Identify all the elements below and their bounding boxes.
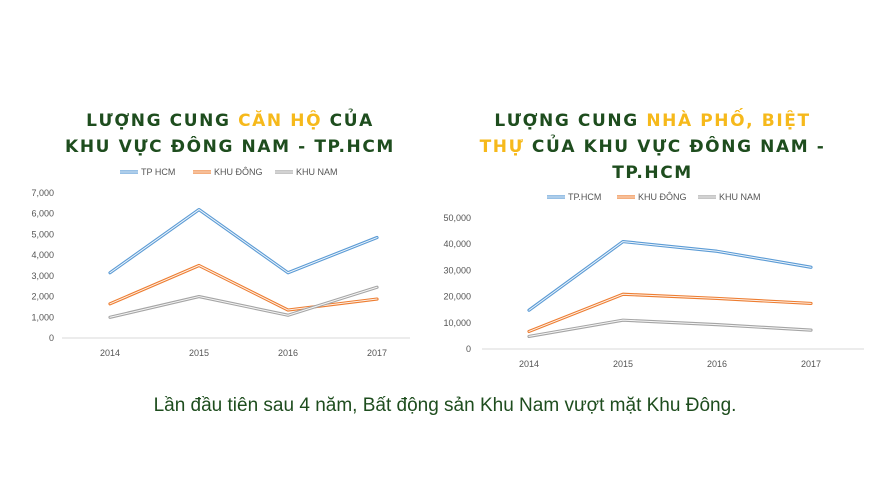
chart1-title-part1: LƯỢNG CUNG <box>86 111 239 131</box>
chart2-legend-label: KHU ĐÔNG <box>638 192 687 202</box>
chart1-legend-label: KHU NAM <box>296 167 338 177</box>
chart1-x-tick-label: 2015 <box>189 348 209 358</box>
chart2-y-tick-label: 30,000 <box>443 265 471 275</box>
chart2-series-line-inner <box>528 293 812 332</box>
chart1-y-tick-label: 6,000 <box>31 209 54 219</box>
chart2-legend-label: TP.HCM <box>568 192 601 202</box>
chart1-y-tick-label: 5,000 <box>31 229 54 239</box>
chart2-y-tick-label: 20,000 <box>443 292 471 302</box>
chart1-x-tick-label: 2016 <box>278 348 298 358</box>
slide-caption: Lần đầu tiên sau 4 năm, Bất động sản Khu… <box>153 395 737 416</box>
chart1-y-tick-label: 0 <box>49 333 54 343</box>
chart1-x-tick-label: 2014 <box>100 348 120 358</box>
chart2-y-tick-label: 40,000 <box>443 239 471 249</box>
chart1-y-tick-label: 7,000 <box>31 188 54 198</box>
chart2-x-tick-label: 2016 <box>707 359 727 369</box>
chart1-x-tick-label: 2017 <box>367 348 387 358</box>
chart2-title-part1: LƯỢNG CUNG <box>494 111 647 131</box>
chart2-title-part2: CỦA KHU VỰC ĐÔNG NAM - TP.HCM <box>524 137 826 183</box>
chart1-y-tick-label: 1,000 <box>31 312 54 322</box>
chart2-series-line-inner <box>528 241 812 311</box>
chart1-legend-label: KHU ĐÔNG <box>214 167 263 177</box>
chart2-title-highlight: NHÀ PHỐ, BIỆT THỰ <box>479 111 811 157</box>
chart2-y-tick-label: 10,000 <box>443 318 471 328</box>
chart1-y-tick-label: 3,000 <box>31 271 54 281</box>
chart1-series-line-inner <box>109 209 378 274</box>
chart2-series-line-inner <box>528 319 812 337</box>
chart2-x-tick-label: 2017 <box>801 359 821 369</box>
chart1-legend-label: TP HCM <box>141 167 175 177</box>
chart2-title: LƯỢNG CUNG NHÀ PHỐ, BIỆT THỰ CỦA KHU VỰC… <box>470 108 835 186</box>
chart2-x-tick-label: 2014 <box>519 359 539 369</box>
chart1-title: LƯỢNG CUNG CĂN HỘ CỦA KHU VỰC ĐÔNG NAM -… <box>60 108 400 160</box>
chart2-series-line <box>527 292 813 334</box>
chart1-y-tick-label: 4,000 <box>31 250 54 260</box>
chart1-title-part2: CỦA KHU VỰC ĐÔNG NAM - TP.HCM <box>65 111 395 157</box>
chart2-legend-label: KHU NAM <box>719 192 761 202</box>
chart1-title-highlight: CĂN HỘ <box>238 111 323 131</box>
chart2-y-tick-label: 0 <box>466 344 471 354</box>
chart2-y-tick-label: 50,000 <box>443 213 471 223</box>
chart1-y-tick-label: 2,000 <box>31 292 54 302</box>
chart2-x-tick-label: 2015 <box>613 359 633 369</box>
chart1-series-line-inner <box>109 265 378 311</box>
chart1-series-line-inner <box>109 286 378 318</box>
